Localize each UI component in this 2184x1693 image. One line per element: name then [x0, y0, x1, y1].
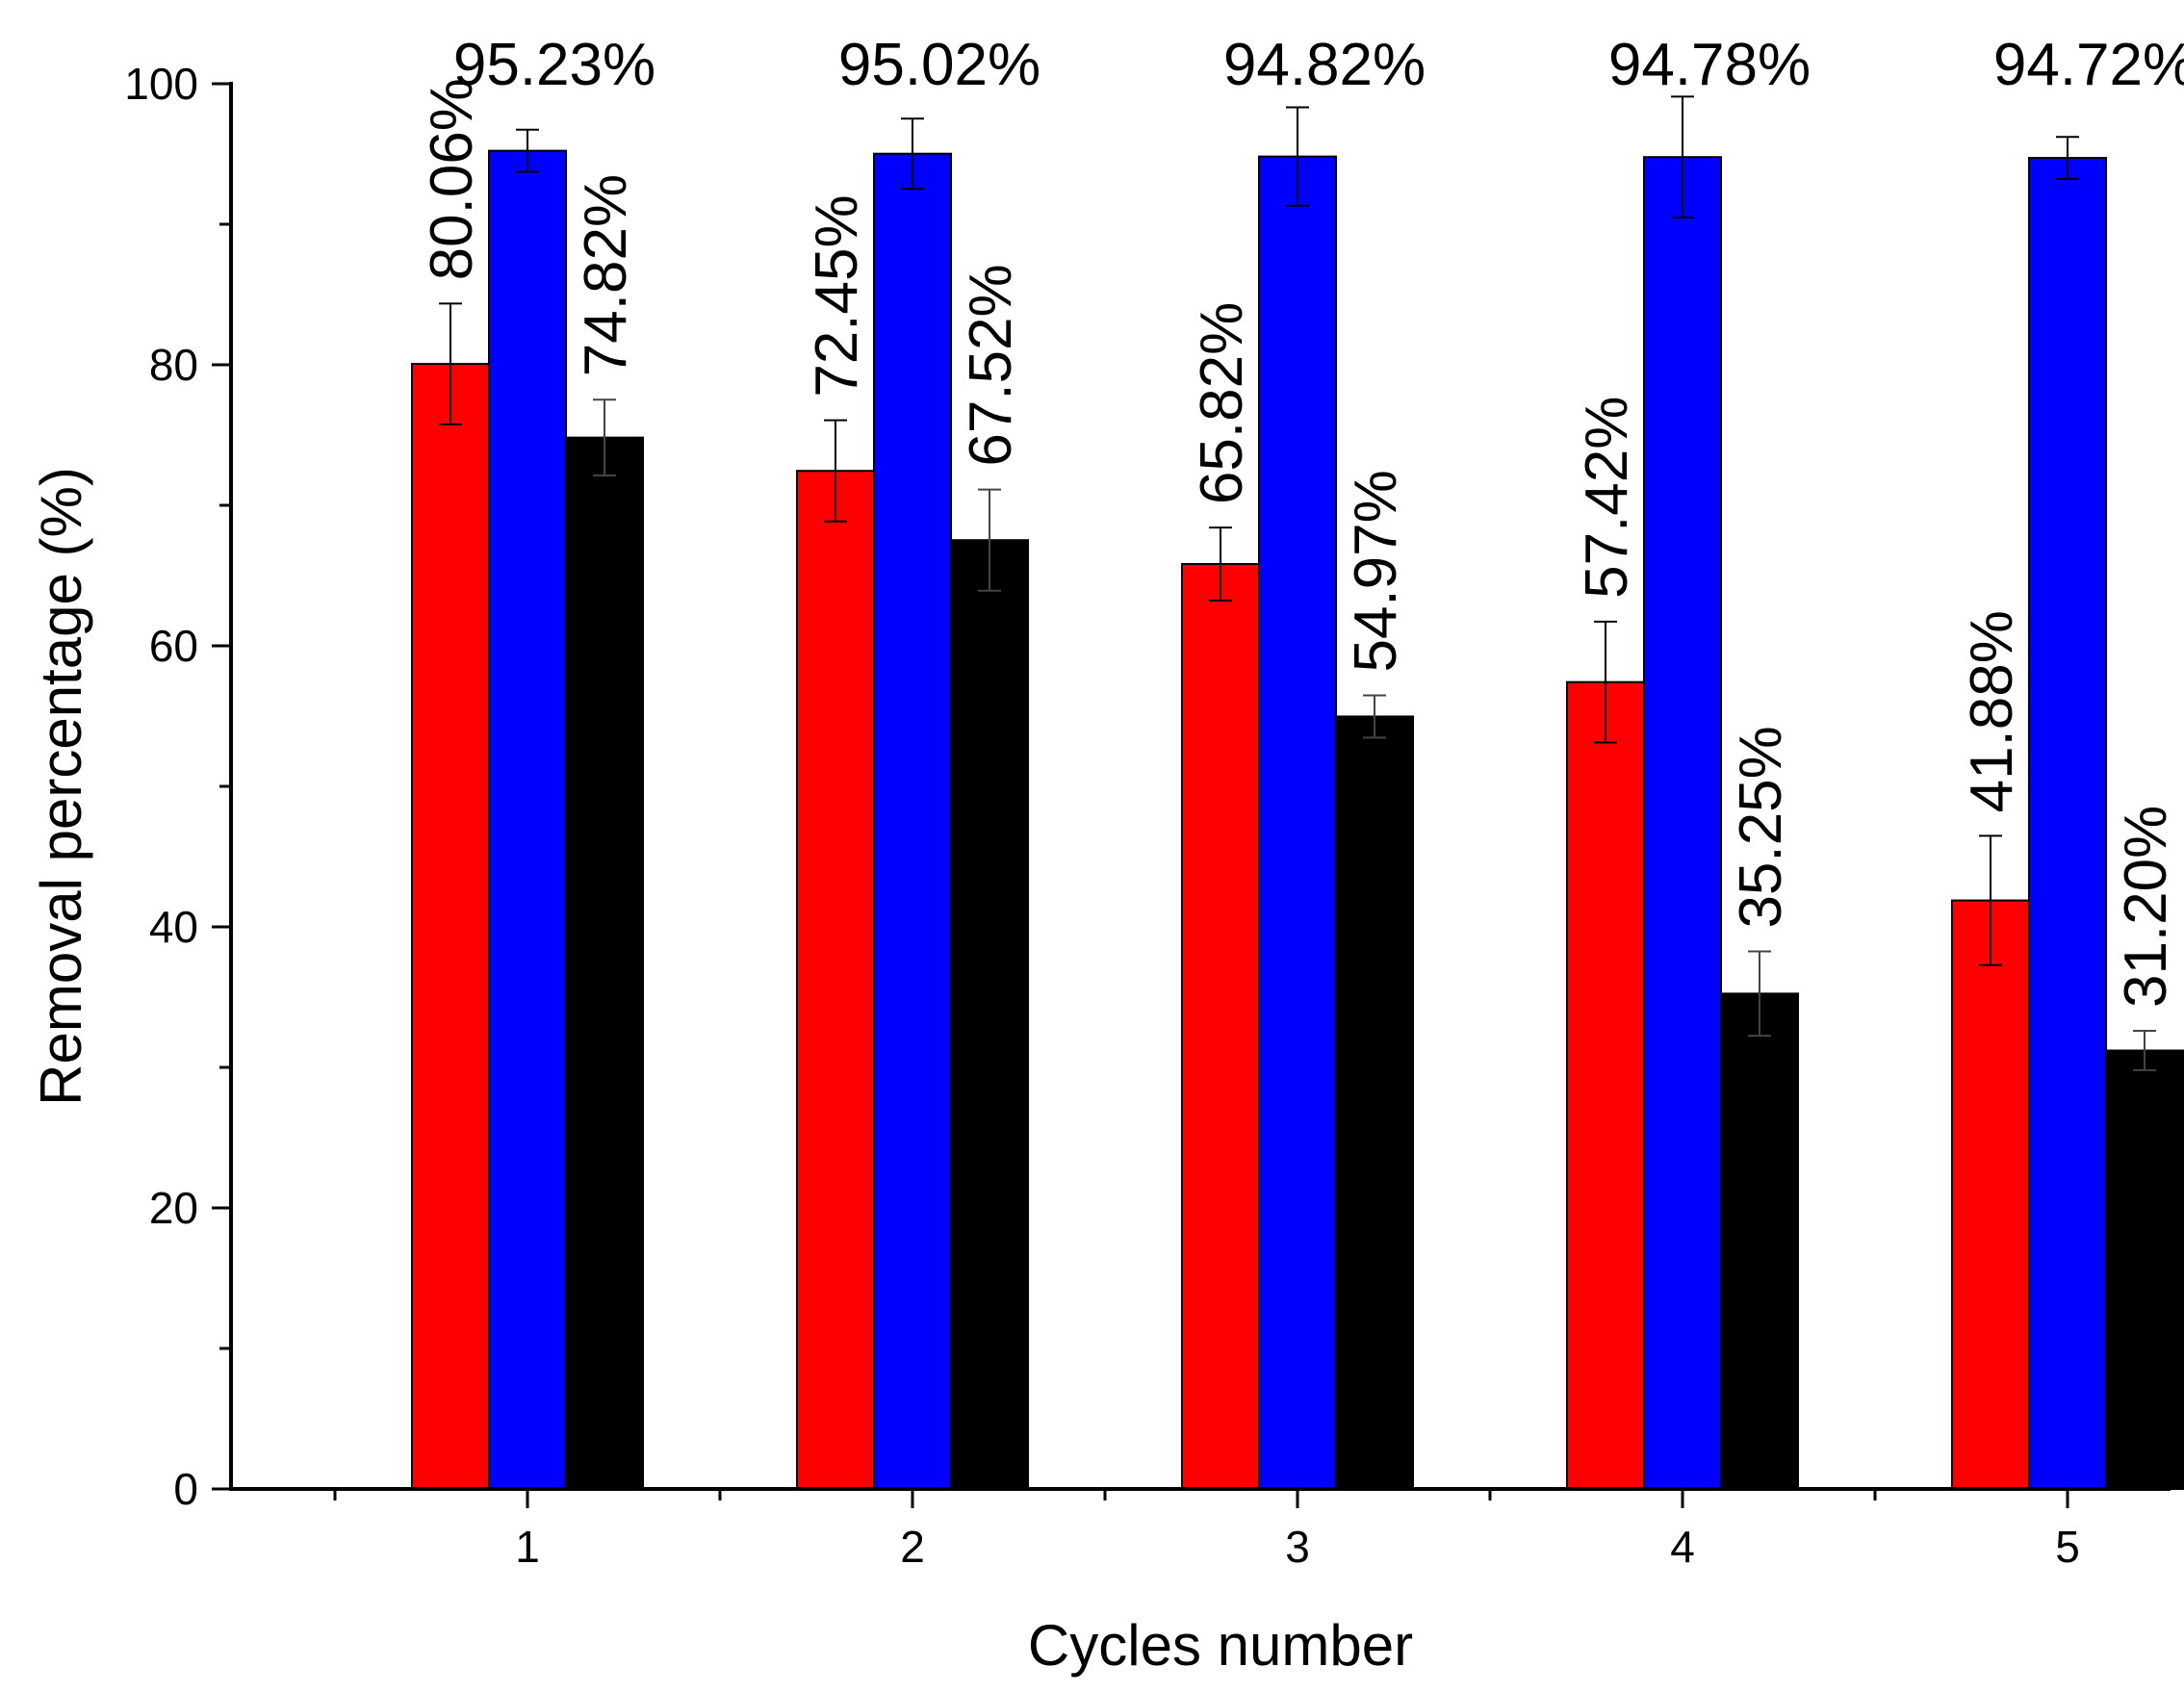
error-bar-series1-cycle3 — [1209, 526, 1232, 602]
data-label-series3-cycle2: 67.52% — [958, 264, 1024, 466]
x-tick-label: 5 — [2055, 1522, 2080, 1572]
error-bar-series1-cycle5 — [1979, 834, 2002, 966]
error-bar-series2-cycle4 — [1671, 95, 1694, 218]
y-tick-label: 40 — [149, 902, 198, 952]
data-label-series1-cycle5: 41.88% — [1959, 610, 2025, 812]
x-axis-title: Cycles number — [1028, 1613, 1413, 1678]
data-label-series2-cycle3: 94.82% — [1223, 32, 1426, 98]
error-bar-series3-cycle4 — [1748, 950, 1771, 1038]
error-bar-series1-cycle4 — [1594, 620, 1617, 744]
bar-series1-cycle3 — [1181, 563, 1260, 1490]
y-tick-label: 0 — [173, 1464, 198, 1514]
bar-series2-cycle3 — [1258, 155, 1337, 1490]
x-tick-label: 4 — [1670, 1522, 1695, 1572]
data-label-series1-cycle2: 72.45% — [804, 194, 870, 397]
bar-series3-cycle3 — [1335, 715, 1414, 1490]
bars-layer — [411, 149, 2184, 1491]
bar-series1-cycle4 — [1566, 680, 1645, 1490]
x-tick-label: 3 — [1285, 1522, 1310, 1572]
error-bar-series3-cycle5 — [2133, 1030, 2156, 1071]
error-bar-series3-cycle2 — [978, 488, 1001, 592]
bar-series3-cycle2 — [950, 539, 1029, 1490]
y-tick-label: 100 — [124, 59, 198, 109]
error-bar-series3-cycle1 — [593, 398, 616, 477]
y-tick-label: 20 — [149, 1183, 198, 1233]
bar-series3-cycle4 — [1720, 992, 1799, 1490]
y-tick-label: 80 — [149, 340, 198, 390]
ticks-layer: 0 20 40 60 80 100 1 2 3 4 5 — [124, 59, 2080, 1572]
data-label-series3-cycle1: 74.82% — [573, 174, 639, 376]
data-label-series1-cycle1: 80.06% — [419, 78, 485, 280]
data-label-series3-cycle5: 31.20% — [2113, 806, 2179, 1008]
y-tick-label: 60 — [149, 621, 198, 671]
bar-series2-cycle4 — [1643, 156, 1722, 1490]
error-bar-series1-cycle1 — [439, 302, 462, 425]
error-bar-series3-cycle3 — [1363, 694, 1386, 739]
bar-series1-cycle2 — [796, 470, 875, 1491]
data-label-series1-cycle3: 65.82% — [1189, 302, 1255, 504]
bar-series3-cycle5 — [2105, 1049, 2184, 1490]
error-bar-series2-cycle1 — [516, 128, 539, 173]
bar-series2-cycle2 — [873, 152, 952, 1490]
data-label-series2-cycle5: 94.72% — [1993, 32, 2184, 98]
data-label-series3-cycle3: 54.97% — [1343, 470, 1409, 672]
data-label-series2-cycle2: 95.02% — [838, 32, 1041, 98]
bar-series3-cycle1 — [565, 436, 644, 1490]
data-label-series3-cycle4: 35.25% — [1728, 726, 1794, 928]
bar-series2-cycle1 — [488, 149, 567, 1491]
error-bar-series2-cycle3 — [1286, 106, 1309, 207]
data-label-series1-cycle4: 57.42% — [1574, 397, 1640, 599]
error-bar-series2-cycle5 — [2056, 136, 2079, 180]
bar-series1-cycle5 — [1951, 899, 2030, 1490]
x-tick-label: 2 — [900, 1522, 925, 1572]
data-labels-layer: 80.06% 72.45% 65.82% 57.42% 41.88% 95.23% 95.0… — [419, 32, 2184, 1008]
x-tick-label: 1 — [515, 1522, 540, 1572]
error-bars-layer — [439, 95, 2156, 1071]
error-bar-series2-cycle2 — [901, 117, 924, 191]
bar-series2-cycle5 — [2028, 157, 2107, 1490]
bar-series1-cycle1 — [411, 363, 490, 1490]
data-label-series2-cycle1: 95.23% — [453, 32, 655, 98]
data-label-series2-cycle4: 94.78% — [1608, 32, 1811, 98]
y-axis-title: Removal percentage (%) — [29, 467, 93, 1106]
error-bar-series1-cycle2 — [824, 419, 847, 523]
